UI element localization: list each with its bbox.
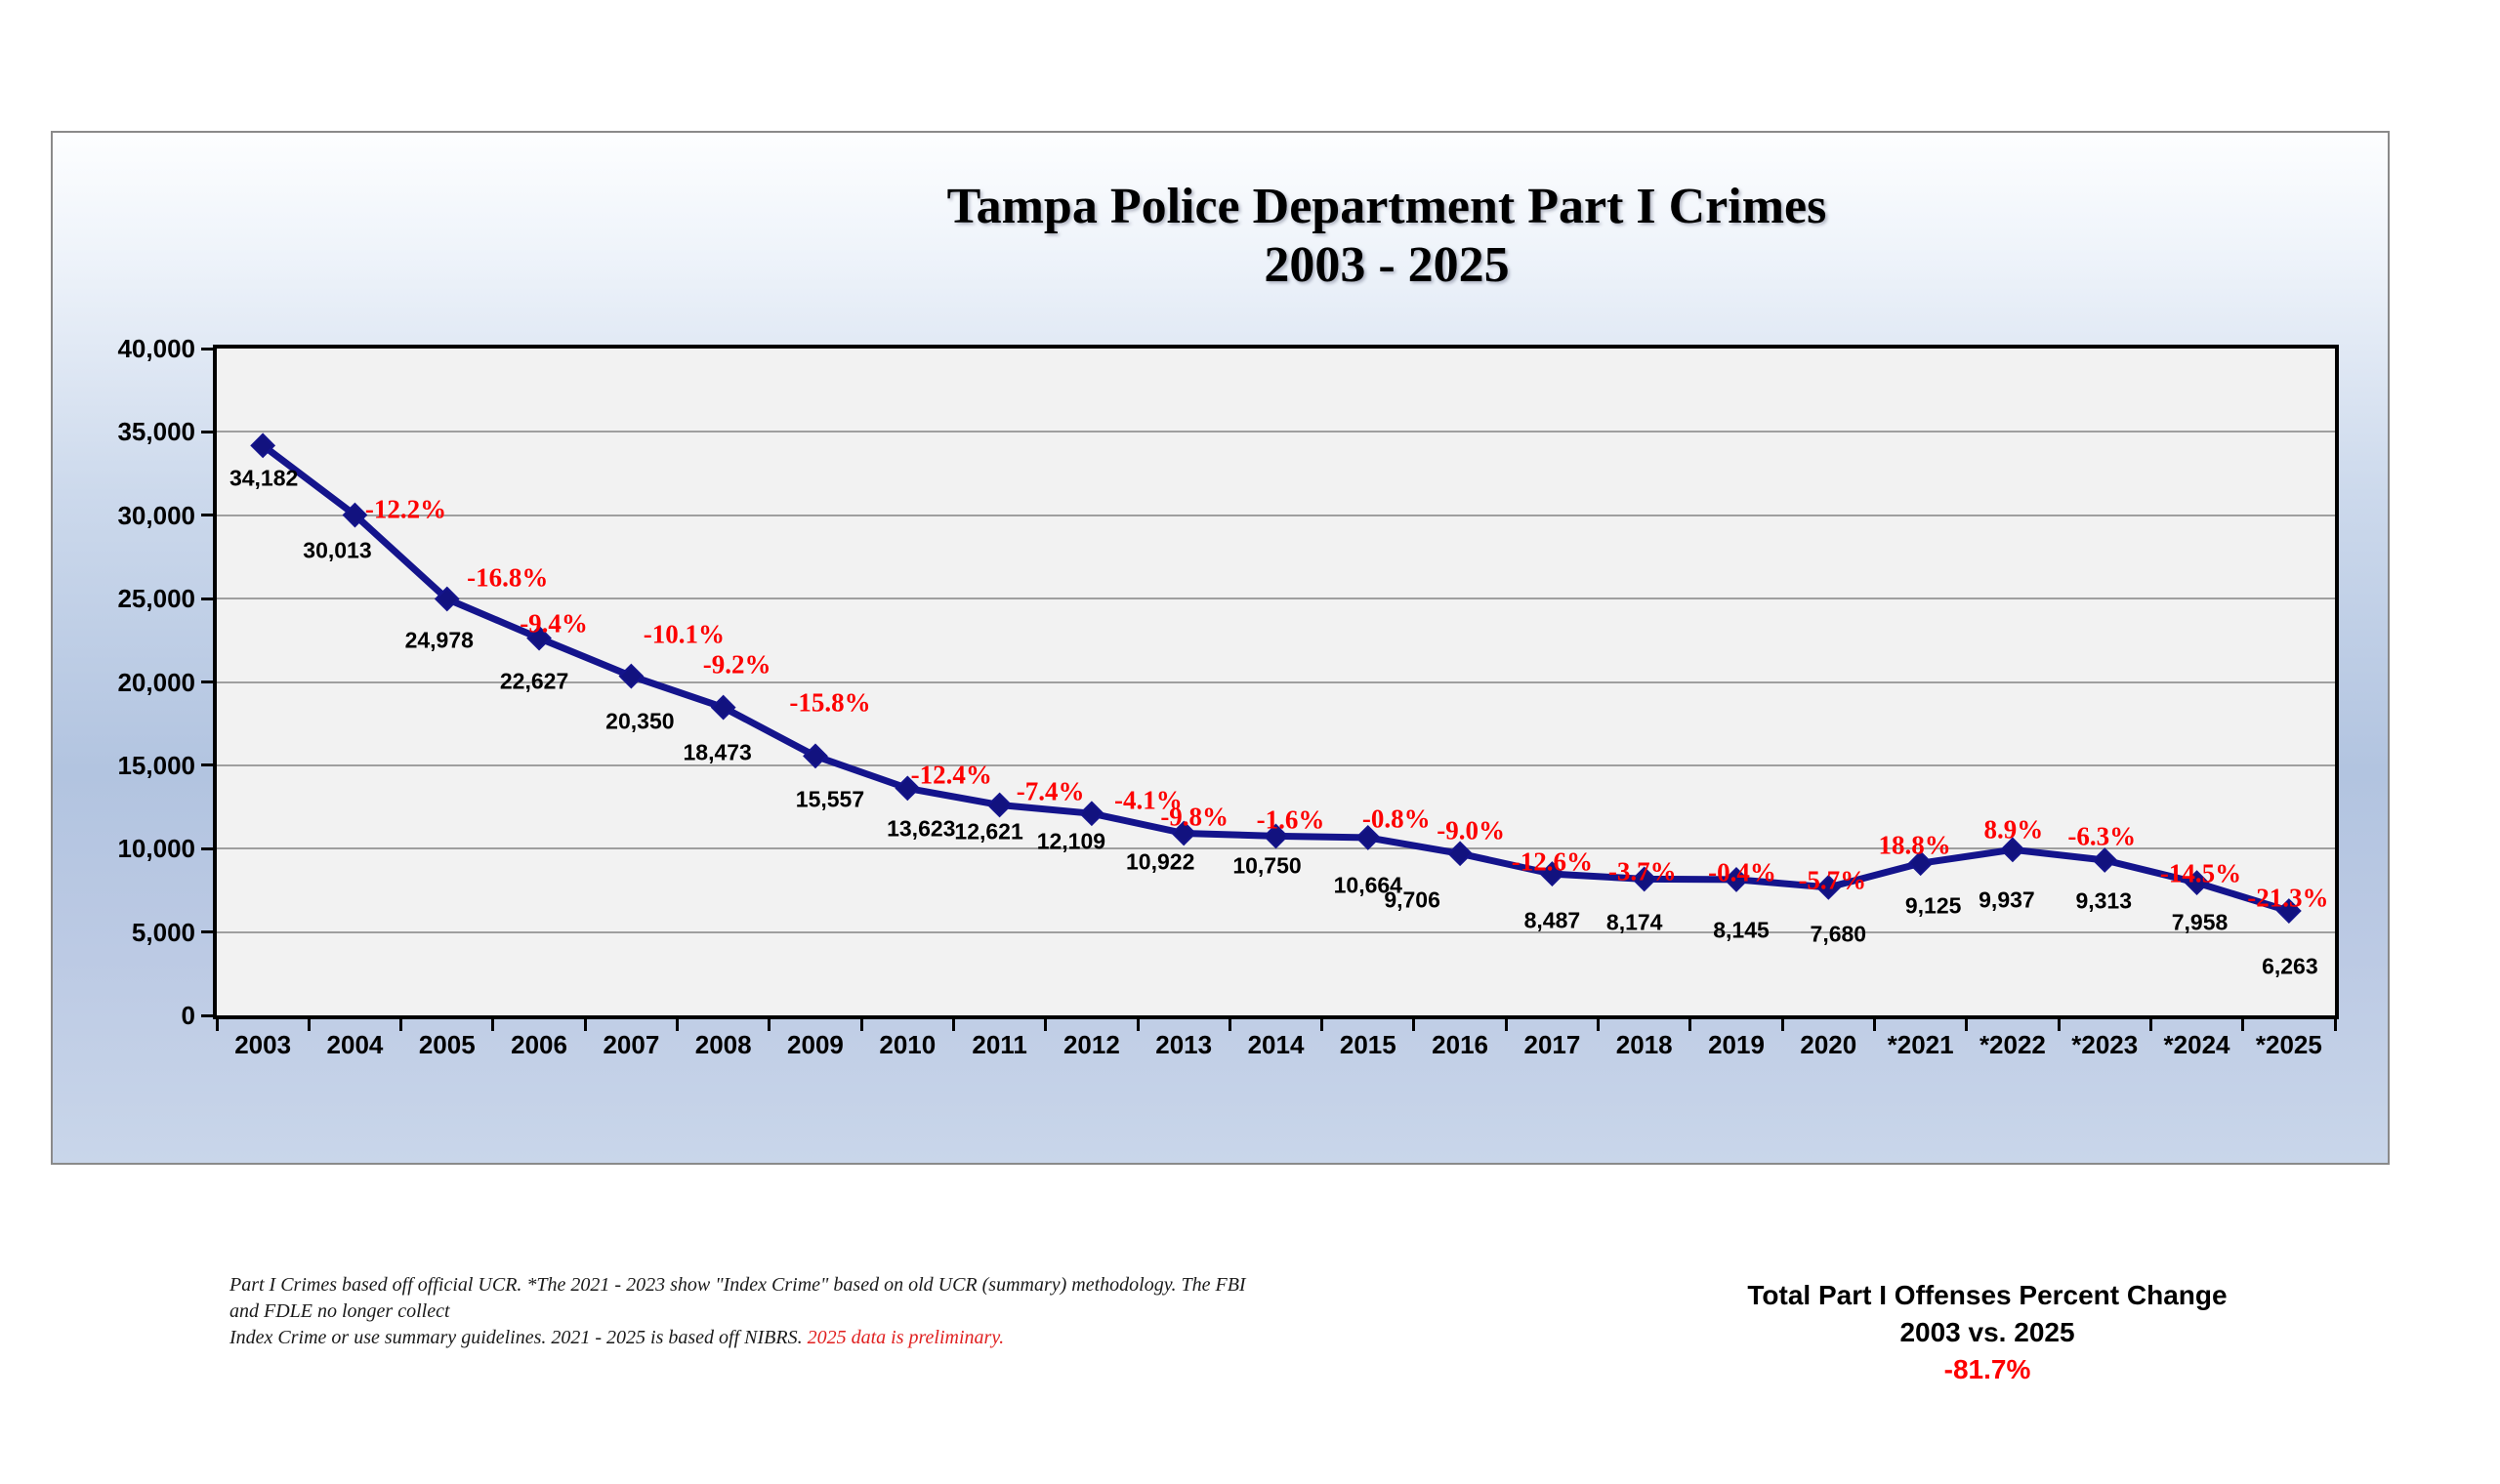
summary-subtitle: 2003 vs. 2025 bbox=[1899, 1317, 2075, 1347]
chart-title: Tampa Police Department Part I Crimes 20… bbox=[410, 178, 2363, 295]
chart-title-line2: 2003 - 2025 bbox=[1264, 237, 1510, 293]
summary-percent-change: -81.7% bbox=[1943, 1354, 2031, 1384]
footnote-line1: Part I Crimes based off official UCR. *T… bbox=[229, 1274, 1246, 1322]
footnote-line2: Index Crime or use summary guidelines. 2… bbox=[229, 1327, 808, 1348]
footnote: Part I Crimes based off official UCR. *T… bbox=[229, 1272, 1265, 1351]
footnote-preliminary-note: 2025 data is preliminary. bbox=[807, 1327, 1005, 1348]
chart-title-line1: Tampa Police Department Part I Crimes bbox=[946, 179, 1827, 234]
summary-title: Total Part I Offenses Percent Change bbox=[1747, 1280, 2228, 1310]
summary-block: Total Part I Offenses Percent Change 200… bbox=[1743, 1277, 2231, 1388]
